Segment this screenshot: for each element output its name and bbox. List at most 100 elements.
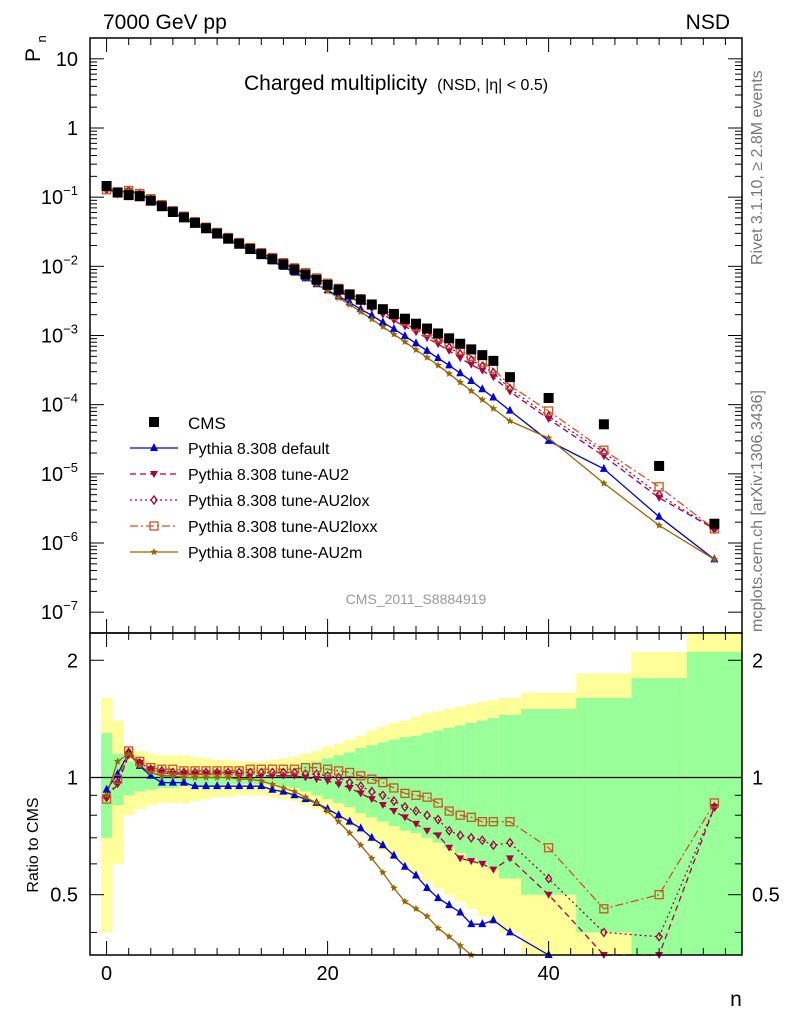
ytick-base: 1 <box>67 118 78 140</box>
ratio-point-s4 <box>390 884 398 892</box>
ratio-point-s4 <box>135 762 144 770</box>
main-point-s4 <box>334 293 343 302</box>
main-ytick-label: 10 <box>56 49 78 71</box>
main-point-s0 <box>655 511 664 520</box>
main-point-s4 <box>506 417 514 425</box>
ratio-point-s2 <box>356 781 365 792</box>
ratio-point-s4 <box>412 904 420 912</box>
main-ytick-label: 10−2 <box>41 252 78 278</box>
main-point-s2 <box>445 342 453 353</box>
ratio-point-s3 <box>367 774 377 784</box>
ratio-point-s0 <box>146 770 155 779</box>
cms-data-point <box>234 238 245 249</box>
ratio-point-s3 <box>278 764 289 774</box>
side-mcplots-label: mcplots.cern.ch [arXiv:1306.3436] <box>749 390 766 632</box>
ratio-point-s0 <box>257 781 266 790</box>
ratio-point-s2 <box>323 770 332 781</box>
ratio-point-s0 <box>290 790 299 799</box>
xtick-label: 20 <box>316 963 338 985</box>
ratio-point-s4 <box>202 773 210 781</box>
ratio-point-s0 <box>400 861 409 870</box>
ratio-point-s1 <box>456 855 465 863</box>
cms-data-point <box>123 190 134 201</box>
legend-label: Pythia 8.308 tune-AU2lox <box>188 493 369 510</box>
ratio-series-line-3 <box>106 749 715 910</box>
cms-data-point <box>504 372 515 383</box>
uncertainty-band-green <box>443 727 455 848</box>
ratio-point-s0 <box>356 823 365 832</box>
ratio-point-s0 <box>102 784 111 793</box>
ratio-point-s0 <box>456 907 465 916</box>
ratio-point-s4 <box>213 773 221 781</box>
ratio-point-s2 <box>600 927 608 938</box>
ratio-point-s1 <box>400 814 409 822</box>
ratio-ytick-label-left: 2 <box>67 650 78 672</box>
ratio-point-s1 <box>412 820 420 828</box>
cms-data-point <box>256 249 267 260</box>
cms-data-point <box>355 294 366 305</box>
legend-marker-cms <box>149 417 159 427</box>
ratio-point-s3 <box>543 843 554 853</box>
ratio-point-s4 <box>301 793 310 801</box>
main-point-s0 <box>478 384 487 393</box>
ratio-point-s1 <box>467 858 476 866</box>
ratio-point-s1 <box>544 891 553 899</box>
analysis-label: CMS_2011_S8884919 <box>346 591 487 607</box>
main-point-s2 <box>600 447 608 458</box>
cms-data-point <box>112 187 123 198</box>
ratio-point-s4 <box>147 768 155 776</box>
cms-data-point <box>455 338 466 349</box>
ratio-point-s1 <box>489 866 498 874</box>
main-point-s4 <box>710 555 719 563</box>
ratio-point-s4 <box>379 868 387 876</box>
ytick-exp: −7 <box>63 598 78 613</box>
ratio-point-s1 <box>389 808 398 816</box>
legend-marker <box>150 548 158 556</box>
ratio-point-s1 <box>334 781 343 789</box>
ytick-base: 10 <box>41 256 63 278</box>
ratio-point-s2 <box>334 772 343 783</box>
uncertainty-band-green <box>355 748 367 814</box>
main-point-s2 <box>456 348 465 360</box>
ratio-point-s2 <box>257 767 266 778</box>
main-point-s0 <box>412 338 420 347</box>
ratio-point-s3 <box>709 798 720 808</box>
main-point-s0 <box>367 310 376 319</box>
cms-data-point <box>654 460 665 471</box>
ratio-point-s2 <box>124 747 133 758</box>
ratio-point-s4 <box>345 829 354 837</box>
ratio-point-s3 <box>311 762 322 773</box>
ratio-point-s1 <box>312 776 321 784</box>
main-point-s0 <box>489 392 498 401</box>
ratio-point-s2 <box>445 825 453 836</box>
main-point-s4 <box>456 378 464 386</box>
cms-data-point <box>411 318 421 329</box>
main-ytick-label: 10−3 <box>41 322 78 348</box>
legend-marker <box>150 443 158 451</box>
cms-data-point <box>444 333 455 344</box>
ratio-point-s4 <box>246 775 254 783</box>
ratio-point-s3 <box>466 812 476 822</box>
ratio-point-s1 <box>323 777 332 785</box>
ratio-point-s1 <box>367 796 376 804</box>
main-point-s3 <box>599 445 609 455</box>
ratio-point-s0 <box>268 784 277 793</box>
ratio-point-s4 <box>169 771 177 779</box>
uncertainty-band-green <box>333 755 345 803</box>
cms-data-point <box>101 180 112 191</box>
ratio-point-s2 <box>544 873 553 884</box>
ratio-ytick-label-left: 1 <box>67 767 78 789</box>
main-point-s4 <box>478 395 487 403</box>
main-point-s4 <box>390 330 398 338</box>
ratio-point-s4 <box>124 749 133 758</box>
main-ytick-label: 1 <box>67 118 78 140</box>
main-point-s2 <box>423 330 431 341</box>
ratio-point-s0 <box>434 893 443 902</box>
ytick-base: 10 <box>41 602 63 624</box>
ratio-point-s4 <box>257 776 266 785</box>
ratio-point-s2 <box>290 767 299 778</box>
main-point-s0 <box>423 345 432 354</box>
xtick-label: 0 <box>101 963 112 985</box>
uncertainty-band-green <box>520 708 577 895</box>
